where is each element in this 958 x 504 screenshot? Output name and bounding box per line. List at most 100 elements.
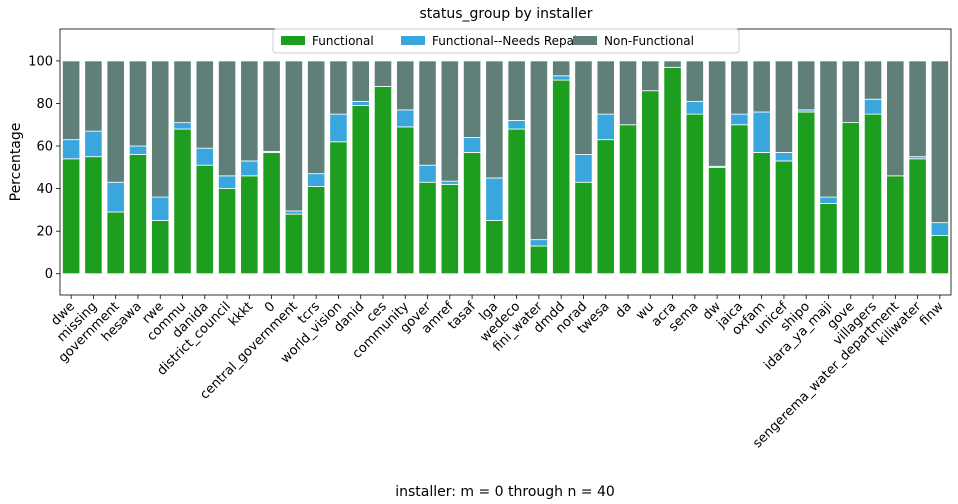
bar-villagers-functional [863, 113, 883, 275]
bar-idara_ya_maji-functional-needs-repair [819, 196, 838, 204]
legend-label: Functional--Needs Repair [432, 34, 582, 48]
bar-rwe-functional-needs-repair [151, 196, 170, 221]
bar-twesa-functional [596, 139, 615, 275]
bar-0-functional [262, 152, 281, 275]
bar-finw-non-functional [930, 60, 949, 224]
bar-gover-functional-needs-repair [418, 164, 437, 183]
bar-community-non-functional [396, 60, 415, 111]
bar-twesa-functional-needs-repair [596, 113, 615, 141]
bar-dwe-non-functional [62, 60, 81, 141]
bar-amref-functional [440, 183, 459, 275]
bar-commu-non-functional [173, 60, 192, 124]
bar-district_council-functional-needs-repair [217, 175, 237, 190]
bar-shipo-non-functional [797, 60, 816, 111]
bar-shipo-functional [797, 111, 816, 275]
bar-community-functional-needs-repair [396, 109, 415, 128]
bar-missing-functional-needs-repair [84, 130, 103, 158]
bar-sema-non-functional [685, 60, 704, 102]
bar-danid-functional [351, 105, 370, 275]
bar-acra-functional [663, 66, 682, 275]
bar-idara_ya_maji-non-functional [819, 60, 838, 198]
bar-hesawa-functional [128, 154, 148, 275]
bar-twesa-non-functional [596, 60, 615, 115]
legend: Functional Functional--Needs Repair Non-Fu… [272, 28, 740, 54]
bar-dmdd-non-functional [552, 60, 571, 77]
x-tick-label: da [613, 299, 635, 321]
bar-da-functional [618, 124, 638, 275]
bar-dmdd-functional-needs-repair [552, 75, 571, 81]
bar-finw-functional-needs-repair [930, 222, 949, 236]
bar-district_council-functional [217, 188, 237, 275]
bar-norad-non-functional [574, 60, 593, 155]
legend-swatch [401, 36, 425, 45]
bar-oxfam-non-functional [752, 60, 771, 113]
x-axis: dwemissinggovernmenthesawarwecommudanida… [48, 295, 947, 451]
bar-lga-non-functional [485, 60, 504, 179]
x-tick-label: finw [917, 299, 947, 329]
x-axis-label: installer: m = 0 through n = 40 [395, 484, 615, 500]
bar-jaica-functional-needs-repair [730, 113, 749, 126]
bar-commu-functional-needs-repair [173, 122, 192, 130]
bar-jaica-non-functional [730, 60, 749, 115]
bar-dw-functional [708, 166, 727, 275]
bar-wu-non-functional [641, 60, 660, 92]
bar-tasaf-functional-needs-repair [462, 137, 482, 153]
bar-finw-functional [930, 235, 949, 275]
bar-kkkt-non-functional [240, 60, 259, 162]
bar-wedeco-non-functional [507, 60, 526, 121]
bar-government-functional [106, 211, 125, 275]
bar-norad-functional-needs-repair [574, 154, 593, 183]
bar-government-non-functional [106, 60, 125, 183]
bar-world_vision-functional [329, 141, 348, 275]
bar-district_council-non-functional [217, 60, 237, 177]
bar-idara_ya_maji-functional [819, 203, 838, 275]
bar-oxfam-functional-needs-repair [752, 111, 771, 153]
bar-ces-non-functional [373, 60, 393, 87]
bar-community-functional [396, 126, 415, 275]
bar-oxfam-functional [752, 152, 771, 275]
bar-central_government-non-functional [284, 60, 303, 212]
bar-unicef-non-functional [774, 60, 794, 153]
y-tick-label: 60 [36, 140, 53, 155]
bar-lga-functional-needs-repair [485, 177, 504, 221]
bar-hesawa-non-functional [128, 60, 148, 147]
x-tick-label: kkkt [226, 299, 256, 329]
bar-kiliwater-functional [908, 158, 927, 275]
bar-acra-non-functional [663, 60, 682, 68]
bar-jaica-functional [730, 124, 749, 275]
bar-ces-functional [373, 86, 393, 275]
y-tick-label: 40 [36, 182, 53, 197]
bar-norad-functional [574, 181, 593, 275]
bar-dwe-functional-needs-repair [62, 139, 81, 160]
bar-villagers-functional-needs-repair [863, 98, 883, 115]
legend-label: Functional [312, 34, 374, 48]
bar-wu-functional [641, 90, 660, 275]
legend-label: Non-Functional [604, 34, 694, 48]
bar-danid-functional-needs-repair [351, 100, 370, 107]
bar-wedeco-functional [507, 128, 526, 275]
y-tick-label: 20 [36, 225, 53, 240]
bar-unicef-functional-needs-repair [774, 152, 794, 162]
bar-danid-non-functional [351, 60, 370, 102]
chart-title: status_group by installer [419, 6, 592, 22]
bar-fini_water-non-functional [529, 60, 548, 241]
bar-kkkt-functional-needs-repair [240, 160, 259, 177]
y-tick-label: 80 [36, 97, 53, 112]
y-axis-label: Percentage [8, 123, 24, 202]
bar-dw-non-functional [708, 60, 727, 167]
legend-frame [272, 28, 740, 54]
bar-missing-non-functional [84, 60, 103, 132]
bar-gove-non-functional [841, 60, 860, 124]
bar-wedeco-functional-needs-repair [507, 120, 526, 130]
bar-amref-functional-needs-repair [440, 180, 459, 185]
bar-lga-functional [485, 220, 504, 275]
bar-tcrs-functional-needs-repair [307, 173, 326, 187]
bar-gove-functional [841, 122, 860, 275]
bar-rwe-functional [151, 220, 170, 275]
bar-tcrs-non-functional [307, 60, 326, 175]
bar-government-functional-needs-repair [106, 181, 125, 213]
bar-amref-non-functional [440, 60, 459, 182]
legend-swatch [281, 36, 305, 45]
bar-commu-functional [173, 128, 192, 275]
